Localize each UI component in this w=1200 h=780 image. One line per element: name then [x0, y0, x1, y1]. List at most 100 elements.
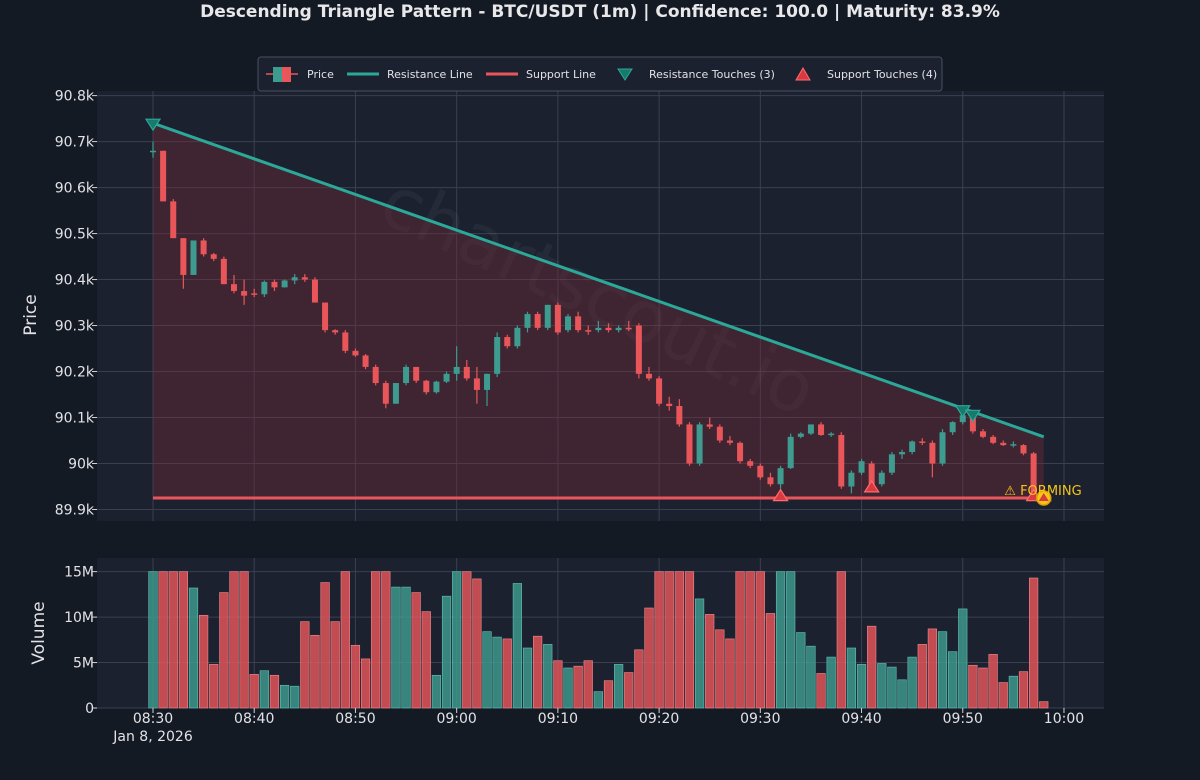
candle [615, 325, 622, 333]
candle-body [716, 426, 723, 441]
volume-bar [199, 614, 209, 709]
resistance-touch-marker [144, 118, 162, 132]
candle [848, 470, 855, 494]
volume-tick-label: 15M [64, 565, 94, 581]
volume-bar [806, 645, 816, 709]
x-tick-label: 09:10 [538, 711, 578, 727]
volume-bar [543, 644, 553, 709]
candle [1010, 441, 1017, 448]
volume-bar [148, 571, 158, 709]
touch-markers [144, 118, 1052, 506]
candle [403, 364, 410, 386]
volume-bar [674, 571, 684, 709]
candle-body [625, 327, 632, 330]
candle-body [352, 350, 359, 356]
candle-body [362, 355, 369, 367]
candle [362, 354, 369, 370]
price-tick-label: 90.8k [55, 89, 95, 105]
candle [433, 380, 440, 394]
candle [990, 435, 997, 445]
candle-body [271, 281, 278, 288]
candle-body [899, 452, 906, 455]
volume-bar [249, 674, 259, 709]
candle [858, 458, 865, 476]
volume-bar [846, 647, 857, 709]
candle-body [747, 461, 754, 466]
candle-body [230, 284, 237, 292]
candle [534, 311, 541, 331]
volume-bar [593, 691, 603, 709]
volume-bar [482, 631, 492, 709]
candle-body [575, 316, 582, 331]
volume-bar [300, 621, 310, 709]
volume-bar [796, 632, 806, 709]
price-tick-label: 90.3k [55, 319, 95, 335]
candle-body [342, 332, 349, 351]
candle-body [180, 238, 187, 275]
candle-body [686, 424, 693, 464]
candle [301, 274, 308, 282]
candle [878, 470, 885, 487]
x-tick-label: 09:30 [740, 711, 780, 727]
price-tick-label: 89.9k [55, 503, 95, 519]
volume-bar [786, 571, 796, 709]
candle-body [656, 378, 663, 404]
candle [504, 334, 511, 349]
candle-body [484, 373, 491, 390]
candle [696, 422, 703, 466]
candle-body [463, 366, 470, 379]
candle [291, 274, 298, 285]
candle [342, 330, 349, 354]
candle-body [888, 454, 895, 473]
volume-bar [634, 649, 644, 709]
volume-bar [401, 586, 411, 709]
candle-body [1020, 445, 1027, 454]
candle-body [251, 293, 258, 295]
volume-bar [755, 571, 765, 709]
volume-bar [441, 595, 452, 709]
legend-price-down-swatch [282, 67, 291, 82]
x-tick-label: 08:30 [133, 711, 173, 727]
candle [939, 429, 946, 466]
volume-bar [178, 571, 188, 709]
candle-body [787, 436, 794, 469]
candle-body [878, 472, 885, 485]
candle-body [494, 337, 501, 374]
candle-body [797, 433, 804, 437]
candle-body [241, 291, 248, 296]
candle [544, 304, 551, 331]
candle [899, 449, 906, 459]
candle-body [868, 463, 875, 485]
volume-bar [998, 682, 1008, 709]
legend-label-resistance-line: Resistance Line [387, 68, 473, 81]
candle-body [818, 424, 825, 435]
volume-bar [614, 664, 624, 709]
x-axis: 08:30 08:40 08:50 09:00 09:10 09:20 09:30 09:40… [133, 708, 1084, 727]
candle [524, 311, 531, 333]
volume-bars [148, 571, 1049, 709]
price-axis-label: Price [21, 294, 41, 335]
candle [635, 323, 642, 379]
volume-bar [209, 664, 219, 709]
candle [565, 314, 572, 333]
candle-body [473, 378, 480, 390]
volume-bar [705, 614, 715, 709]
candle-body [807, 424, 814, 434]
volume-axis-label: Volume [29, 601, 49, 664]
candle-body [210, 254, 217, 259]
candle-body [595, 327, 602, 331]
candle-body [392, 383, 399, 404]
resistance-touch-icon [617, 68, 633, 81]
candle [281, 279, 288, 288]
candle-body [939, 432, 946, 464]
candle-body [969, 415, 976, 432]
volume-bar [1039, 701, 1049, 709]
candle [676, 399, 683, 427]
volume-bar [492, 636, 502, 709]
candle-body [544, 304, 551, 328]
volume-bar [603, 680, 614, 709]
volume-tick-label: 0 [85, 701, 94, 717]
candle [757, 463, 764, 480]
candle [656, 376, 663, 407]
volume-bar [158, 571, 168, 709]
